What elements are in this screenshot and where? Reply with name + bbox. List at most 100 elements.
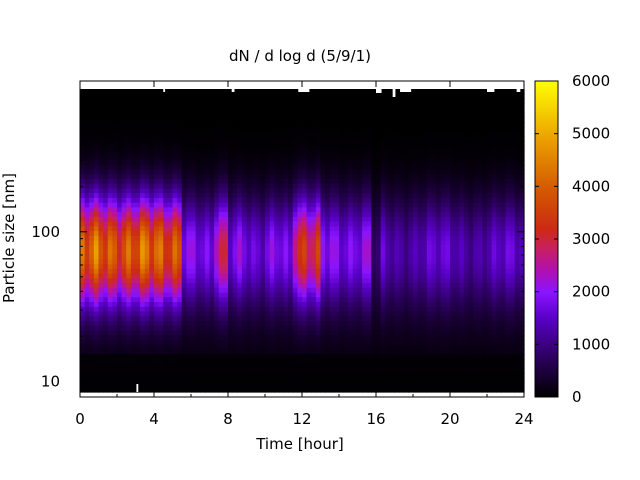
heatmap-cell — [158, 245, 164, 251]
heatmap-cell — [399, 136, 405, 142]
heatmap-cell — [408, 387, 414, 393]
heatmap-cell — [121, 160, 127, 166]
heatmap-cell — [288, 216, 294, 223]
heatmap-cell — [334, 193, 340, 199]
heatmap-cell — [84, 169, 90, 175]
heatmap-cell — [149, 292, 155, 298]
heatmap-cell — [177, 160, 183, 166]
heatmap-cell — [288, 335, 294, 341]
heatmap-cell — [135, 306, 141, 313]
heatmap-cell — [228, 216, 234, 223]
heatmap-cell — [144, 254, 150, 261]
heatmap-cell — [362, 368, 368, 374]
heatmap-cell — [394, 122, 400, 128]
heatmap-cell — [417, 197, 423, 204]
heatmap-cell — [274, 188, 280, 194]
heatmap-cell — [232, 297, 238, 303]
heatmap-cell — [403, 382, 409, 388]
heatmap-cell — [126, 155, 132, 161]
heatmap-cell — [385, 226, 391, 232]
heatmap-cell — [436, 178, 442, 185]
heatmap-cell — [311, 160, 317, 166]
heatmap-cell — [362, 188, 368, 194]
heatmap-cell — [89, 283, 95, 289]
heatmap-cell — [265, 387, 271, 393]
heatmap-cell — [246, 363, 252, 369]
heatmap-cell — [325, 363, 331, 369]
heatmap-cell — [325, 292, 331, 298]
heatmap-cell — [366, 245, 372, 251]
heatmap-cell — [306, 160, 312, 166]
heatmap-cell — [306, 150, 312, 156]
heatmap-cell — [348, 112, 354, 118]
heatmap-cell — [149, 93, 155, 100]
heatmap-cell — [399, 339, 405, 346]
heatmap-cell — [399, 320, 405, 327]
heatmap-cell — [297, 249, 303, 256]
heatmap-cell — [380, 164, 386, 171]
heatmap-cell — [339, 107, 345, 114]
heatmap-cell — [297, 93, 303, 100]
heatmap-cell — [177, 387, 183, 393]
heatmap-cell — [121, 188, 127, 194]
heatmap-cell — [154, 240, 160, 246]
heatmap-cell — [408, 240, 414, 246]
heatmap-cell — [84, 335, 90, 341]
heatmap-cell — [431, 202, 437, 208]
heatmap-cell — [343, 335, 349, 341]
heatmap-cell — [357, 178, 363, 185]
heatmap-cell — [283, 278, 289, 284]
heatmap-cell — [195, 377, 201, 384]
heatmap-cell — [265, 306, 271, 313]
heatmap-cell — [186, 292, 192, 298]
heatmap-cell — [436, 377, 442, 384]
heatmap-cell — [98, 89, 104, 95]
heatmap-cell — [218, 93, 224, 100]
heatmap-cell — [98, 150, 104, 156]
heatmap-cell — [302, 169, 308, 175]
heatmap-cell — [260, 283, 266, 289]
heatmap-cell — [431, 349, 437, 355]
heatmap-cell — [394, 98, 400, 104]
heatmap-cell — [376, 112, 382, 118]
heatmap-cell — [399, 193, 405, 199]
heatmap-cell — [376, 382, 382, 388]
heatmap-cell — [232, 183, 238, 190]
heatmap-cell — [251, 150, 257, 156]
heatmap-cell — [315, 136, 322, 142]
heatmap-cell — [343, 155, 349, 161]
heatmap-cell — [149, 150, 155, 156]
heatmap-cell — [389, 368, 396, 374]
heatmap-cell — [348, 368, 354, 374]
heatmap-cell — [385, 302, 391, 308]
heatmap-cell — [255, 306, 261, 313]
heatmap-cell — [209, 207, 215, 213]
heatmap-cell — [329, 160, 335, 166]
heatmap-cell — [89, 136, 95, 142]
heatmap-cell — [297, 183, 303, 190]
heatmap-cell — [288, 193, 294, 199]
heatmap-cell — [408, 197, 414, 204]
heatmap-cell — [403, 259, 409, 265]
heatmap-cell — [394, 231, 400, 237]
heatmap-cell — [117, 226, 123, 232]
heatmap-cell — [191, 292, 197, 298]
heatmap-cell — [436, 254, 442, 261]
heatmap-cell — [241, 382, 248, 388]
heatmap-cell — [436, 273, 442, 279]
heatmap-cell — [93, 141, 100, 147]
heatmap-cell — [103, 117, 109, 123]
heatmap-cell — [191, 268, 197, 275]
heatmap-cell — [278, 126, 285, 133]
heatmap-cell — [297, 344, 303, 350]
heatmap-cell — [209, 377, 215, 384]
heatmap-cell — [394, 354, 400, 360]
heatmap-cell — [380, 197, 386, 204]
heatmap-cell — [394, 316, 400, 322]
heatmap-cell — [306, 178, 312, 185]
heatmap-cell — [251, 136, 257, 142]
heatmap-cell — [135, 226, 141, 232]
heatmap-cell — [288, 344, 294, 350]
heatmap-cell — [144, 188, 150, 194]
heatmap-cell — [274, 155, 280, 161]
